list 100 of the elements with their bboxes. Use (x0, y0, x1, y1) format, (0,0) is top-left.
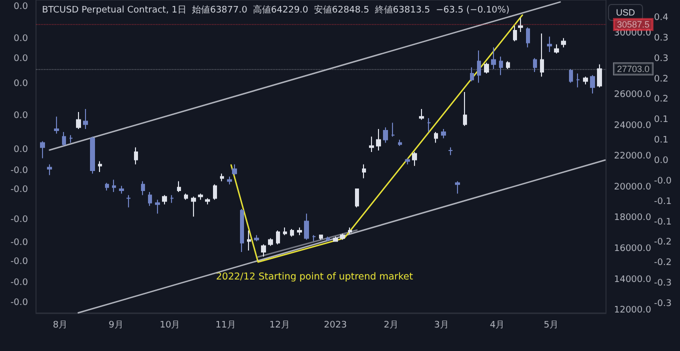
y2-tick-label: -0.2 (654, 258, 672, 268)
y-tick-label: 18000.0 (614, 213, 652, 224)
y-axis-title: USD (616, 8, 636, 18)
candlestick (369, 136, 374, 153)
y-tick-label: 24000.0 (614, 120, 652, 131)
line-series (230, 14, 524, 263)
candlestick (569, 68, 573, 84)
y3-tick-label: -0.0 (10, 238, 28, 248)
y2-tick-label: -0.3 (654, 299, 672, 310)
candlestick (297, 226, 302, 236)
candlestick (227, 176, 232, 185)
candlestick (362, 164, 366, 179)
candlestick (268, 238, 273, 246)
candlestick (54, 116, 59, 134)
y3-tick-label: -0.0 (10, 215, 28, 226)
y3-tick-label: 0.0 (14, 110, 28, 121)
candlestick (254, 234, 259, 242)
candlestick (148, 192, 152, 206)
candlestick (170, 194, 174, 204)
x-tick-label: 12月 (269, 320, 290, 330)
x-tick-label: 5月 (544, 320, 559, 330)
y3-tick-label: -0.0 (10, 166, 28, 176)
candlestick (561, 38, 566, 48)
y-tick-label: 14000.0 (614, 274, 652, 285)
candlestick (290, 228, 294, 238)
candlestick (576, 73, 580, 88)
candlestick (547, 36, 552, 53)
x-tick-label: 11月 (215, 320, 236, 330)
candlestick (213, 184, 217, 200)
candlestick (333, 236, 338, 242)
candlestick (434, 132, 438, 144)
candlestick (441, 128, 446, 139)
candlestick (98, 160, 102, 173)
ref-line-label: 30587.5 (617, 20, 650, 30)
candlestick (583, 76, 588, 85)
candlestick (47, 164, 52, 176)
x-tick-label: 3月 (434, 320, 449, 330)
candlestick (155, 199, 160, 214)
candlestick (134, 146, 138, 165)
y2-tick-label: 0.4 (654, 12, 669, 23)
candlestick (499, 56, 503, 76)
y-tick-label: 12000.0 (614, 306, 652, 316)
x-tick-label: 2023 (324, 320, 347, 330)
y3-tick-label: -0.0 (10, 278, 28, 288)
x-tick-label: 10月 (160, 320, 180, 330)
y3-tick-label: 0.0 (14, 78, 28, 89)
candlestick (312, 234, 316, 242)
x-tick-label: 8月 (52, 320, 68, 330)
candlestick (191, 196, 196, 218)
candlestick (319, 234, 323, 240)
candlestick (590, 74, 595, 94)
y-tick-label: 30000.0 (614, 28, 652, 39)
y2-tick-label: 0.2 (654, 94, 668, 105)
candlestick (62, 132, 66, 146)
candlestick (261, 244, 266, 258)
y2-tick-label: 0.2 (654, 74, 668, 84)
y2-tick-label: -0.1 (654, 217, 672, 228)
candlestick (205, 198, 210, 205)
x-tick-label: 9月 (108, 320, 124, 330)
candlestick (40, 140, 45, 159)
candlestick (383, 126, 388, 144)
candlestick (112, 179, 116, 193)
ref-line-label: 27703.0 (617, 64, 650, 74)
candlestick (126, 194, 131, 208)
y2-tick-label: 0.3 (654, 33, 668, 44)
candlestick (470, 66, 474, 82)
text: BTCUSD Perpetual Contract, 1日 始値63877.0 高値64229.0 安値62848.5 終値63813.5 −63.5 (−0.10%) (42, 4, 510, 16)
candlestick (463, 92, 467, 126)
candlestick (391, 122, 395, 138)
candlestick (119, 185, 124, 194)
candlestick (340, 233, 345, 240)
y2-tick-label: -0.2 (654, 238, 672, 248)
candlestick (162, 194, 167, 205)
candlestick (427, 118, 431, 133)
candlestick (105, 182, 109, 192)
candlestick (348, 226, 352, 234)
y2-tick-label: 0.3 (654, 54, 668, 64)
x-tick-label: 2月 (384, 320, 398, 330)
candlestick (597, 64, 602, 88)
candlestick (533, 58, 537, 73)
candlestick (76, 112, 81, 130)
candlestick (83, 108, 88, 130)
y2-tick-label: -0.1 (654, 196, 672, 207)
y2-tick-label: -0.3 (654, 278, 672, 289)
candlestick (398, 139, 402, 146)
candlestick (141, 180, 145, 196)
candlestick (304, 213, 309, 240)
y3-tick-label: 0.0 (14, 144, 28, 155)
candlestick (477, 50, 481, 84)
candlestick (491, 46, 496, 70)
candlestick (518, 18, 523, 33)
y3-tick-label: 0.0 (14, 2, 28, 12)
candlestick (326, 236, 330, 242)
candlestick (405, 158, 410, 165)
y2-tick-label: 0.1 (654, 115, 668, 126)
candlestick (240, 208, 244, 253)
candlestick (198, 193, 203, 200)
y3-tick-label: -0.0 (10, 256, 28, 267)
y3-tick-label: -0.0 (10, 185, 28, 196)
y2-tick-label: 0.1 (654, 136, 668, 146)
